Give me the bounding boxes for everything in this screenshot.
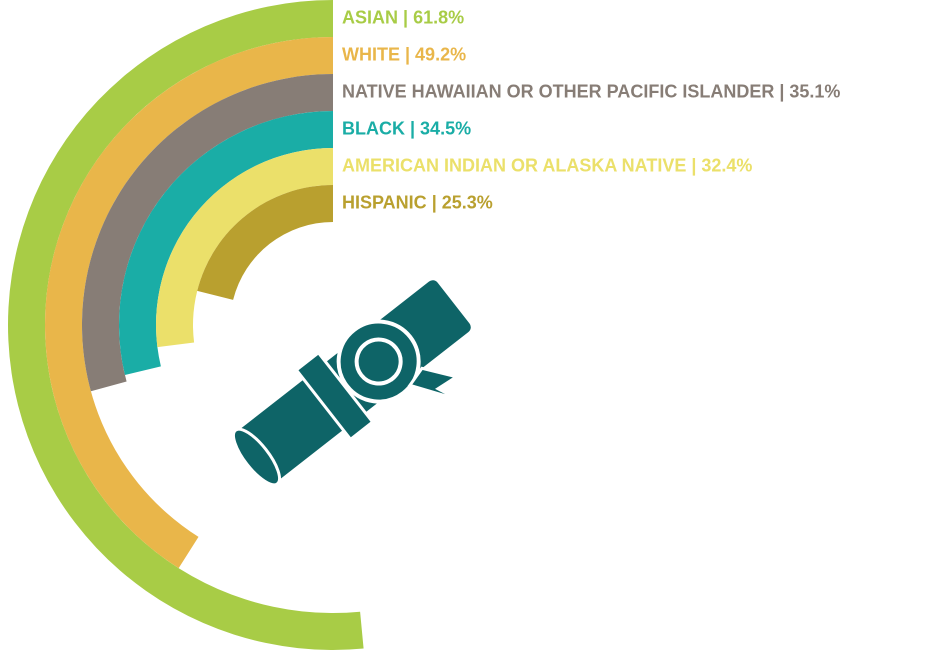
arc-bar [82, 74, 333, 392]
value-label: 49.2% [415, 44, 466, 64]
separator: | [405, 118, 420, 138]
separator: | [686, 155, 701, 175]
category-name: HISPANIC [342, 192, 427, 212]
bar-label: AMERICAN INDIAN OR ALASKA NATIVE | 32.4% [342, 155, 752, 175]
category-name: WHITE [342, 44, 400, 64]
category-name: ASIAN [342, 7, 398, 27]
arc-bar [197, 185, 333, 300]
separator: | [398, 7, 413, 27]
diploma-icon [232, 280, 471, 487]
separator: | [400, 44, 415, 64]
separator: | [774, 81, 789, 101]
value-label: 32.4% [701, 155, 752, 175]
value-label: 35.1% [789, 81, 840, 101]
bar-label: HISPANIC | 25.3% [342, 192, 493, 212]
value-label: 61.8% [413, 7, 464, 27]
arc-bar [44, 37, 333, 569]
category-name: NATIVE HAWAIIAN OR OTHER PACIFIC ISLANDE… [342, 81, 774, 101]
category-name: BLACK [342, 118, 405, 138]
bar-label: ASIAN | 61.8% [342, 7, 464, 27]
bar-label: NATIVE HAWAIIAN OR OTHER PACIFIC ISLANDE… [342, 81, 840, 101]
bar-label: WHITE | 49.2% [342, 44, 466, 64]
arc-bar [155, 148, 333, 348]
separator: | [427, 192, 442, 212]
value-label: 34.5% [420, 118, 471, 138]
arc-bar [118, 111, 334, 375]
bar-label: BLACK | 34.5% [342, 118, 471, 138]
category-name: AMERICAN INDIAN OR ALASKA NATIVE [342, 155, 686, 175]
value-label: 25.3% [442, 192, 493, 212]
